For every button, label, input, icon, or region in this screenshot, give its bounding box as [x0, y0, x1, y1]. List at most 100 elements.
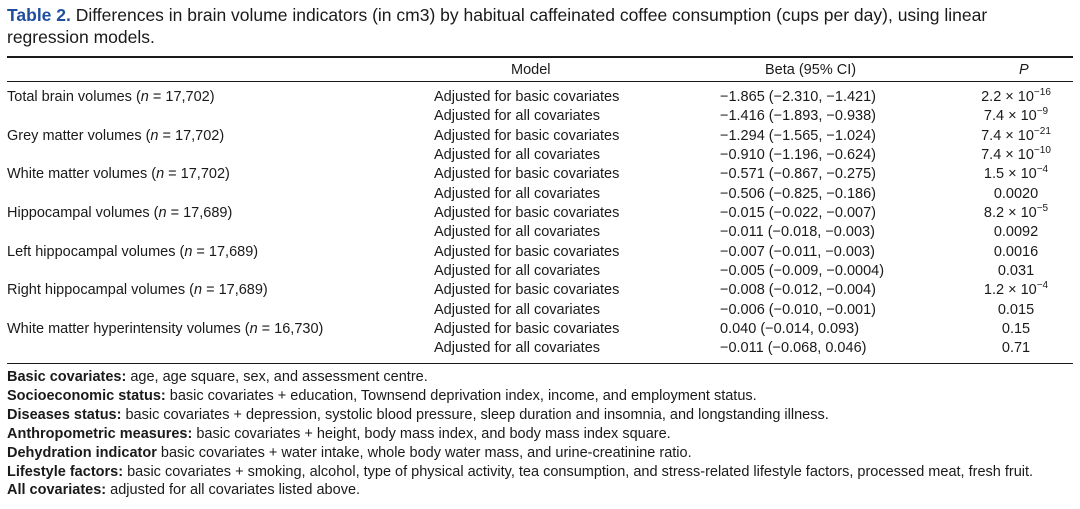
p-exponent: −16 — [1033, 87, 1051, 98]
table-row: Adjusted for all covariates −0.006 (−0.01… — [0, 301, 1080, 320]
footnote-text: basic covariates + height, body mass ind… — [192, 425, 671, 442]
outcome-cell: White matter hyperintensity volumes (n =… — [7, 320, 323, 339]
beta-cell: −0.910 (−1.196, −0.624) — [720, 147, 877, 164]
model-cell: Adjusted for all covariates — [434, 224, 601, 241]
p-cell: 0.71 — [960, 339, 1072, 358]
model-cell: Adjusted for basic covariates — [434, 89, 620, 105]
n-symbol: n — [156, 166, 165, 183]
n-value: = 17,702) — [148, 89, 215, 105]
p-base: 7.4 × 10 — [983, 108, 1037, 125]
p-base: 0.031 — [997, 263, 1035, 280]
p-base: 0.71 — [1001, 340, 1031, 357]
footnote: Lifestyle factors: basic covariates + sm… — [7, 463, 1073, 482]
footnote: All covariates: adjusted for all covaria… — [7, 481, 1073, 500]
footnote-text: basic covariates + water intake, whole b… — [156, 444, 692, 461]
model-cell: Adjusted for all covariates — [434, 263, 601, 280]
footnote-text: age, age square, sex, and assessment cen… — [126, 369, 428, 385]
p-exponent: −4 — [1036, 164, 1049, 176]
model-cell: Adjusted for all covariates — [434, 108, 601, 125]
outcome-label: Total brain volumes ( — [7, 89, 141, 105]
outcome-label: White matter volumes ( — [7, 166, 157, 183]
outcome-cell: Left hippocampal volumes (n = 17,689) — [7, 243, 258, 262]
n-symbol: n — [150, 127, 159, 144]
footnote-text: basic covariates + education, Townsend d… — [165, 387, 757, 404]
beta-cell: −0.011 (−0.068, 0.046) — [720, 340, 867, 357]
beta-cell: −0.007 (−0.011, −0.003) — [720, 243, 875, 260]
p-cell: 2.2 × 10−16 — [960, 88, 1072, 107]
header-model: Model — [511, 62, 551, 78]
model-cell: Adjusted for basic covariates — [434, 282, 620, 299]
table-row: Hippocampal volumes (n = 17,689) Adjusted… — [0, 204, 1080, 223]
header-p: P — [1019, 62, 1029, 78]
n-value: = 17,702) — [158, 127, 225, 144]
footnote-label: All covariates: — [7, 482, 107, 499]
beta-cell: −0.571 (−0.867, −0.275) — [720, 166, 877, 183]
outcome-label: White matter hyperintensity volumes ( — [7, 321, 250, 338]
beta-cell: −0.011 (−0.018, −0.003) — [720, 224, 875, 241]
n-symbol: n — [184, 243, 193, 260]
p-cell: 7.4 × 10−21 — [960, 125, 1072, 146]
table-body: Total brain volumes (n = 17,702) Adjusted… — [0, 88, 1080, 359]
table-row: Adjusted for all covariates −0.011 (−0.01… — [0, 223, 1080, 242]
model-cell: Adjusted for basic covariates — [434, 243, 620, 260]
p-base: 1.2 × 10 — [983, 282, 1037, 299]
p-exponent: −5 — [1036, 203, 1049, 215]
beta-cell: −1.865 (−2.310, −1.421) — [720, 89, 877, 105]
footnote: Dehydration indicator basic covariates +… — [7, 444, 1073, 463]
p-cell: 7.4 × 10−10 — [960, 146, 1072, 165]
footnote-text: basic covariates + smoking, alcohol, typ… — [123, 463, 1034, 480]
beta-cell: −0.008 (−0.012, −0.004) — [720, 282, 877, 299]
table-row: Adjusted for all covariates −0.506 (−0.82… — [0, 185, 1080, 204]
n-symbol: n — [158, 205, 167, 222]
p-base: 0.0092 — [993, 224, 1039, 241]
model-cell: Adjusted for basic covariates — [434, 127, 620, 144]
beta-cell: −0.506 (−0.825, −0.186) — [720, 185, 877, 202]
footnote-text: basic covariates + depression, systolic … — [121, 406, 829, 423]
table-row: White matter volumes (n = 17,702) Adjuste… — [0, 165, 1080, 184]
p-cell: 0.031 — [960, 262, 1072, 281]
outcome-label: Grey matter volumes ( — [7, 127, 151, 144]
beta-cell: −0.006 (−0.010, −0.001) — [720, 301, 877, 318]
beta-cell: −1.294 (−1.565, −1.024) — [720, 127, 877, 144]
footnote-label: Dehydration indicator — [7, 444, 157, 461]
p-exponent: −4 — [1036, 280, 1049, 292]
top-rule — [7, 56, 1073, 58]
table-row: Adjusted for all covariates −0.910 (−1.19… — [0, 146, 1080, 165]
footnote: Anthropometric measures: basic covariate… — [7, 425, 1073, 444]
p-base: 0.015 — [997, 301, 1035, 318]
outcome-label: Right hippocampal volumes ( — [7, 282, 194, 299]
n-value: = 17,689) — [192, 243, 259, 260]
footnote-label: Socioeconomic status: — [7, 387, 166, 404]
table-row: White matter hyperintensity volumes (n =… — [0, 320, 1080, 339]
outcome-cell: Right hippocampal volumes (n = 17,689) — [7, 281, 268, 300]
table-row: Grey matter volumes (n = 17,702) Adjusted… — [0, 125, 1080, 146]
outcome-cell: Total brain volumes (n = 17,702) — [7, 88, 215, 107]
model-cell: Adjusted for all covariates — [434, 340, 601, 357]
table-row: Left hippocampal volumes (n = 17,689) Adj… — [0, 243, 1080, 262]
n-symbol: n — [249, 321, 258, 338]
p-cell: 0.0020 — [960, 185, 1072, 204]
p-cell: 1.2 × 10−4 — [960, 281, 1072, 300]
table-label: Table 2. — [7, 5, 71, 25]
footnote-label: Anthropometric measures: — [7, 425, 193, 442]
footnote: Basic covariates: age, age square, sex, … — [7, 368, 1073, 387]
p-base: 2.2 × 10 — [981, 89, 1034, 105]
p-base: 0.15 — [1001, 321, 1031, 338]
beta-cell: −0.005 (−0.009, −0.0004) — [720, 263, 885, 280]
n-symbol: n — [140, 89, 149, 105]
table-footnotes: Basic covariates: age, age square, sex, … — [7, 368, 1073, 500]
footnote-label: Diseases status: — [7, 406, 122, 423]
footnote: Diseases status: basic covariates + depr… — [7, 406, 1073, 425]
model-cell: Adjusted for all covariates — [434, 147, 601, 164]
p-cell: 0.0092 — [960, 223, 1072, 242]
model-cell: Adjusted for all covariates — [434, 185, 601, 202]
beta-cell: −1.416 (−1.893, −0.938) — [720, 108, 877, 125]
header-rule — [7, 81, 1073, 82]
table-row: Right hippocampal volumes (n = 17,689) Ad… — [0, 281, 1080, 300]
n-value: = 17,702) — [164, 166, 230, 183]
p-base: 0.0016 — [993, 243, 1039, 260]
outcome-cell: Hippocampal volumes (n = 17,689) — [7, 204, 232, 223]
p-exponent: −21 — [1033, 125, 1051, 137]
header-beta: Beta (95% CI) — [765, 62, 857, 78]
p-base: 8.2 × 10 — [983, 205, 1037, 222]
